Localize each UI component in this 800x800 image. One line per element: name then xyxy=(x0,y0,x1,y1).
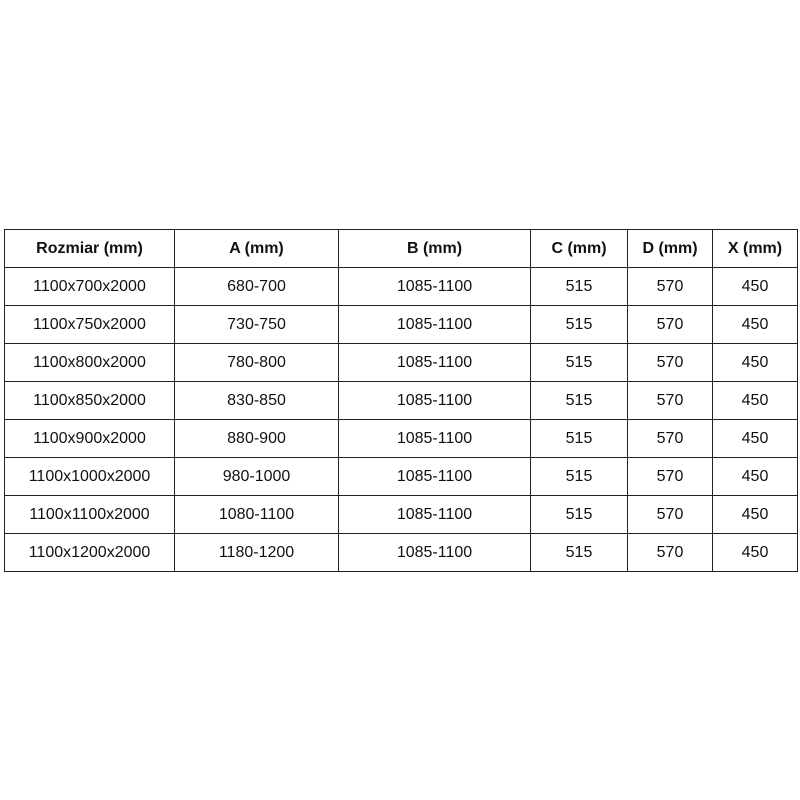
table-cell: 450 xyxy=(712,495,798,534)
table-row: 1100x1000x2000 980-1000 1085-1100 515 570 450 xyxy=(4,457,798,496)
column-header: D (mm) xyxy=(627,229,713,268)
table-cell: 570 xyxy=(627,533,713,572)
table-cell: 450 xyxy=(712,267,798,306)
column-header: C (mm) xyxy=(530,229,628,268)
table-cell: 830-850 xyxy=(174,381,339,420)
table-row: 1100x900x2000 880-900 1085-1100 515 570 450 xyxy=(4,419,798,458)
table-cell: 570 xyxy=(627,381,713,420)
table-cell: 1100x1200x2000 xyxy=(4,533,175,572)
table-row: 1100x700x2000 680-700 1085-1100 515 570 450 xyxy=(4,267,798,306)
table-cell: 450 xyxy=(712,343,798,382)
table-cell: 1085-1100 xyxy=(338,305,531,344)
table-cell: 570 xyxy=(627,343,713,382)
table-cell: 450 xyxy=(712,419,798,458)
table-cell: 1100x750x2000 xyxy=(4,305,175,344)
table-cell: 730-750 xyxy=(174,305,339,344)
table-row: 1100x1200x2000 1180-1200 1085-1100 515 570 45… xyxy=(4,533,798,572)
table-cell: 1100x700x2000 xyxy=(4,267,175,306)
dimensions-table: Rozmiar (mm) A (mm) B (mm) C (mm) D (mm) X (m… xyxy=(4,229,798,572)
table-cell: 515 xyxy=(530,267,628,306)
column-header: B (mm) xyxy=(338,229,531,268)
table-cell: 515 xyxy=(530,457,628,496)
table-cell: 515 xyxy=(530,343,628,382)
table-cell: 515 xyxy=(530,305,628,344)
table-cell: 570 xyxy=(627,305,713,344)
table-cell: 450 xyxy=(712,533,798,572)
table-cell: 515 xyxy=(530,495,628,534)
table-cell: 1085-1100 xyxy=(338,267,531,306)
column-header: A (mm) xyxy=(174,229,339,268)
table-cell: 1085-1100 xyxy=(338,419,531,458)
table-cell: 1100x850x2000 xyxy=(4,381,175,420)
table-cell: 570 xyxy=(627,457,713,496)
table-row: 1100x750x2000 730-750 1085-1100 515 570 450 xyxy=(4,305,798,344)
table-row: 1100x1100x2000 1080-1100 1085-1100 515 570 45… xyxy=(4,495,798,534)
table-cell: 1100x1000x2000 xyxy=(4,457,175,496)
table-cell: 570 xyxy=(627,495,713,534)
table-cell: 880-900 xyxy=(174,419,339,458)
table-cell: 1080-1100 xyxy=(174,495,339,534)
table-cell: 570 xyxy=(627,419,713,458)
table-cell: 980-1000 xyxy=(174,457,339,496)
table-row: 1100x800x2000 780-800 1085-1100 515 570 450 xyxy=(4,343,798,382)
table-cell: 450 xyxy=(712,381,798,420)
table-cell: 515 xyxy=(530,381,628,420)
table-cell: 1100x800x2000 xyxy=(4,343,175,382)
table-cell: 680-700 xyxy=(174,267,339,306)
table-cell: 1180-1200 xyxy=(174,533,339,572)
column-header: X (mm) xyxy=(712,229,798,268)
table-cell: 1085-1100 xyxy=(338,343,531,382)
table-row: 1100x850x2000 830-850 1085-1100 515 570 450 xyxy=(4,381,798,420)
table-cell: 515 xyxy=(530,419,628,458)
table-cell: 1100x900x2000 xyxy=(4,419,175,458)
table-cell: 1085-1100 xyxy=(338,381,531,420)
table-cell: 450 xyxy=(712,305,798,344)
table-cell: 1100x1100x2000 xyxy=(4,495,175,534)
table-cell: 1085-1100 xyxy=(338,495,531,534)
table-cell: 450 xyxy=(712,457,798,496)
table-cell: 1085-1100 xyxy=(338,533,531,572)
table-cell: 515 xyxy=(530,533,628,572)
column-header: Rozmiar (mm) xyxy=(4,229,175,268)
table-cell: 780-800 xyxy=(174,343,339,382)
table-cell: 570 xyxy=(627,267,713,306)
header-row: Rozmiar (mm) A (mm) B (mm) C (mm) D (mm) X (m… xyxy=(4,229,798,268)
table-cell: 1085-1100 xyxy=(338,457,531,496)
